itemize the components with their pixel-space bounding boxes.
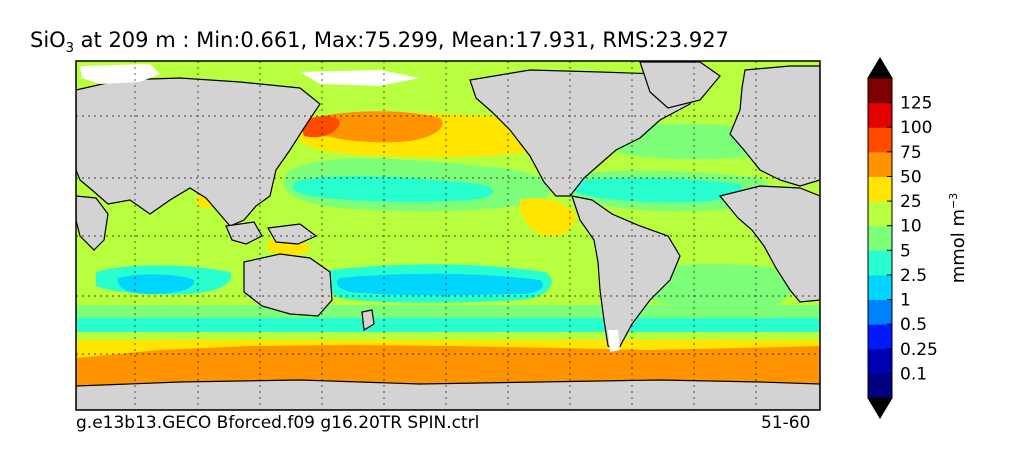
- colorbar-swatch: [868, 373, 892, 399]
- map-panel: [76, 61, 820, 410]
- colorbar-swatch: [868, 299, 892, 325]
- colorbar-unit: mmol m−3: [947, 192, 969, 284]
- colorbar-swatch: [868, 78, 892, 104]
- plot-title: SiO3 at 209 m : Min:0.661, Max:75.299, M…: [30, 28, 729, 57]
- colorbar-tick-label: 25: [900, 192, 922, 212]
- year-range: 51-60: [761, 413, 811, 433]
- colorbar-swatch: [868, 102, 892, 128]
- colorbar-tick-label: 0.1: [900, 364, 927, 384]
- colorbar: 0.1 0.25 0.5 1 2.5 5 10 25 50 75 100 125: [867, 57, 938, 419]
- colorbar-tick-label: 0.25: [900, 340, 938, 360]
- colorbar-tick-label: 100: [900, 118, 932, 138]
- colorbar-tick-label: 10: [900, 217, 922, 237]
- colorbar-swatch: [868, 225, 892, 251]
- map-gridlines: [76, 61, 820, 410]
- colorbar-swatch: [868, 176, 892, 202]
- colorbar-tick-label: 125: [900, 94, 932, 114]
- map-frame: [75, 60, 821, 411]
- colorbar-tick-label: 75: [900, 143, 922, 163]
- colorbar-tick-label: 0.5: [900, 315, 927, 335]
- colorbar-frame: [867, 77, 893, 399]
- colorbar-tick-label: 50: [900, 167, 922, 187]
- colorbar-swatch: [868, 348, 892, 374]
- colorbar-swatch: [868, 324, 892, 350]
- colorbar-swatch: [868, 127, 892, 153]
- colorbar-tick-label: 2.5: [900, 266, 927, 286]
- run-name: g.e13b13.GECO Bforced.f09 g16.20TR SPIN.…: [76, 413, 480, 433]
- colorbar-swatch: [868, 201, 892, 227]
- colorbar-tick-label: 5: [900, 241, 911, 261]
- colorbar-min-arrow: [867, 397, 893, 419]
- colorbar-swatch: [868, 250, 892, 276]
- colorbar-max-arrow: [867, 57, 893, 79]
- colorbar-swatch: [868, 274, 892, 301]
- colorbar-tick-label: 1: [900, 291, 911, 311]
- colorbar-swatch: [868, 151, 892, 177]
